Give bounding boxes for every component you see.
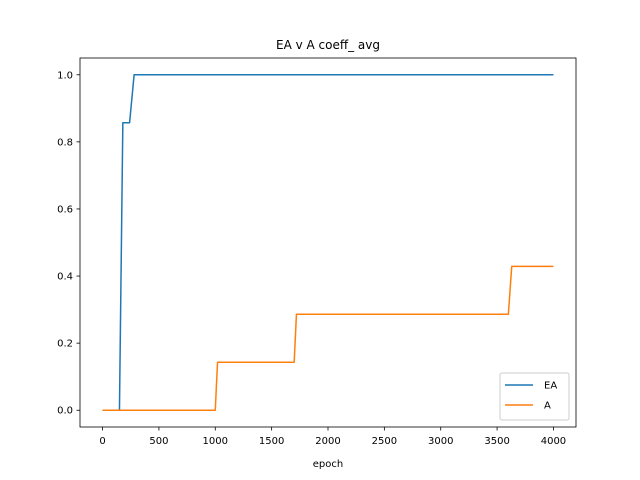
x-tick-label: 1500 [259, 436, 284, 447]
legend-box [499, 372, 570, 421]
x-tick-label: 3500 [484, 436, 509, 447]
x-tick-label: 0 [99, 436, 105, 447]
series-line-ea [102, 74, 554, 411]
legend-label-ea: EA [544, 381, 557, 392]
plot-frame [79, 57, 577, 428]
legend-label-a: A [544, 401, 551, 412]
x-tick-label: 2000 [315, 436, 340, 447]
legend: EA A [499, 372, 570, 421]
y-tick-label: 0.2 [57, 339, 73, 350]
x-axis: 0 500 1000 1500 2000 2500 3000 3500 4000 [99, 427, 566, 447]
y-axis: 0.0 0.2 0.4 0.6 0.8 1.0 [57, 70, 80, 417]
y-tick-label: 0.4 [57, 272, 73, 283]
x-tick-label: 2500 [372, 436, 397, 447]
x-tick-label: 3000 [428, 436, 453, 447]
x-tick-label: 1000 [203, 436, 228, 447]
series-line-a [102, 265, 554, 411]
x-tick-label: 500 [149, 436, 168, 447]
x-tick-label: 4000 [541, 436, 566, 447]
y-tick-label: 0.6 [57, 204, 73, 215]
x-axis-label: epoch [313, 459, 343, 470]
chart-title: EA v A coeff_ avg [276, 38, 380, 52]
y-tick-label: 0.8 [57, 137, 73, 148]
y-tick-label: 1.0 [57, 70, 73, 81]
y-tick-label: 0.0 [57, 406, 73, 417]
plot-lines [102, 74, 554, 411]
